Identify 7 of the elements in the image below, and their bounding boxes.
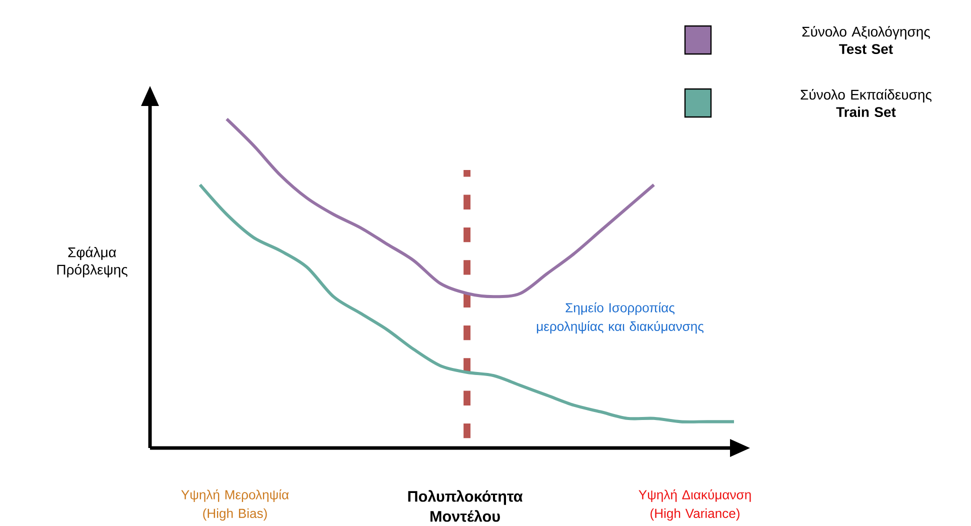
text: Υψηλή Διακύμανση (High Variance) (638, 489, 751, 520)
text: Σύνολο Αξιολόγησης Test Set (802, 26, 930, 54)
y-axis-title: Σφάλμα Πρόβλεψης (57, 246, 128, 278)
text: Υψηλή Μεροληψία (High Bias) (181, 489, 289, 520)
text: Σύνολο Εκπαίδευσης Train Set (800, 88, 932, 117)
x-axis-title: Πολυπλοκότητα Μοντέλου (408, 490, 523, 522)
annotation: Σημείο Ισορροπίας μεροληψίας και διακύμανσης (536, 302, 704, 334)
